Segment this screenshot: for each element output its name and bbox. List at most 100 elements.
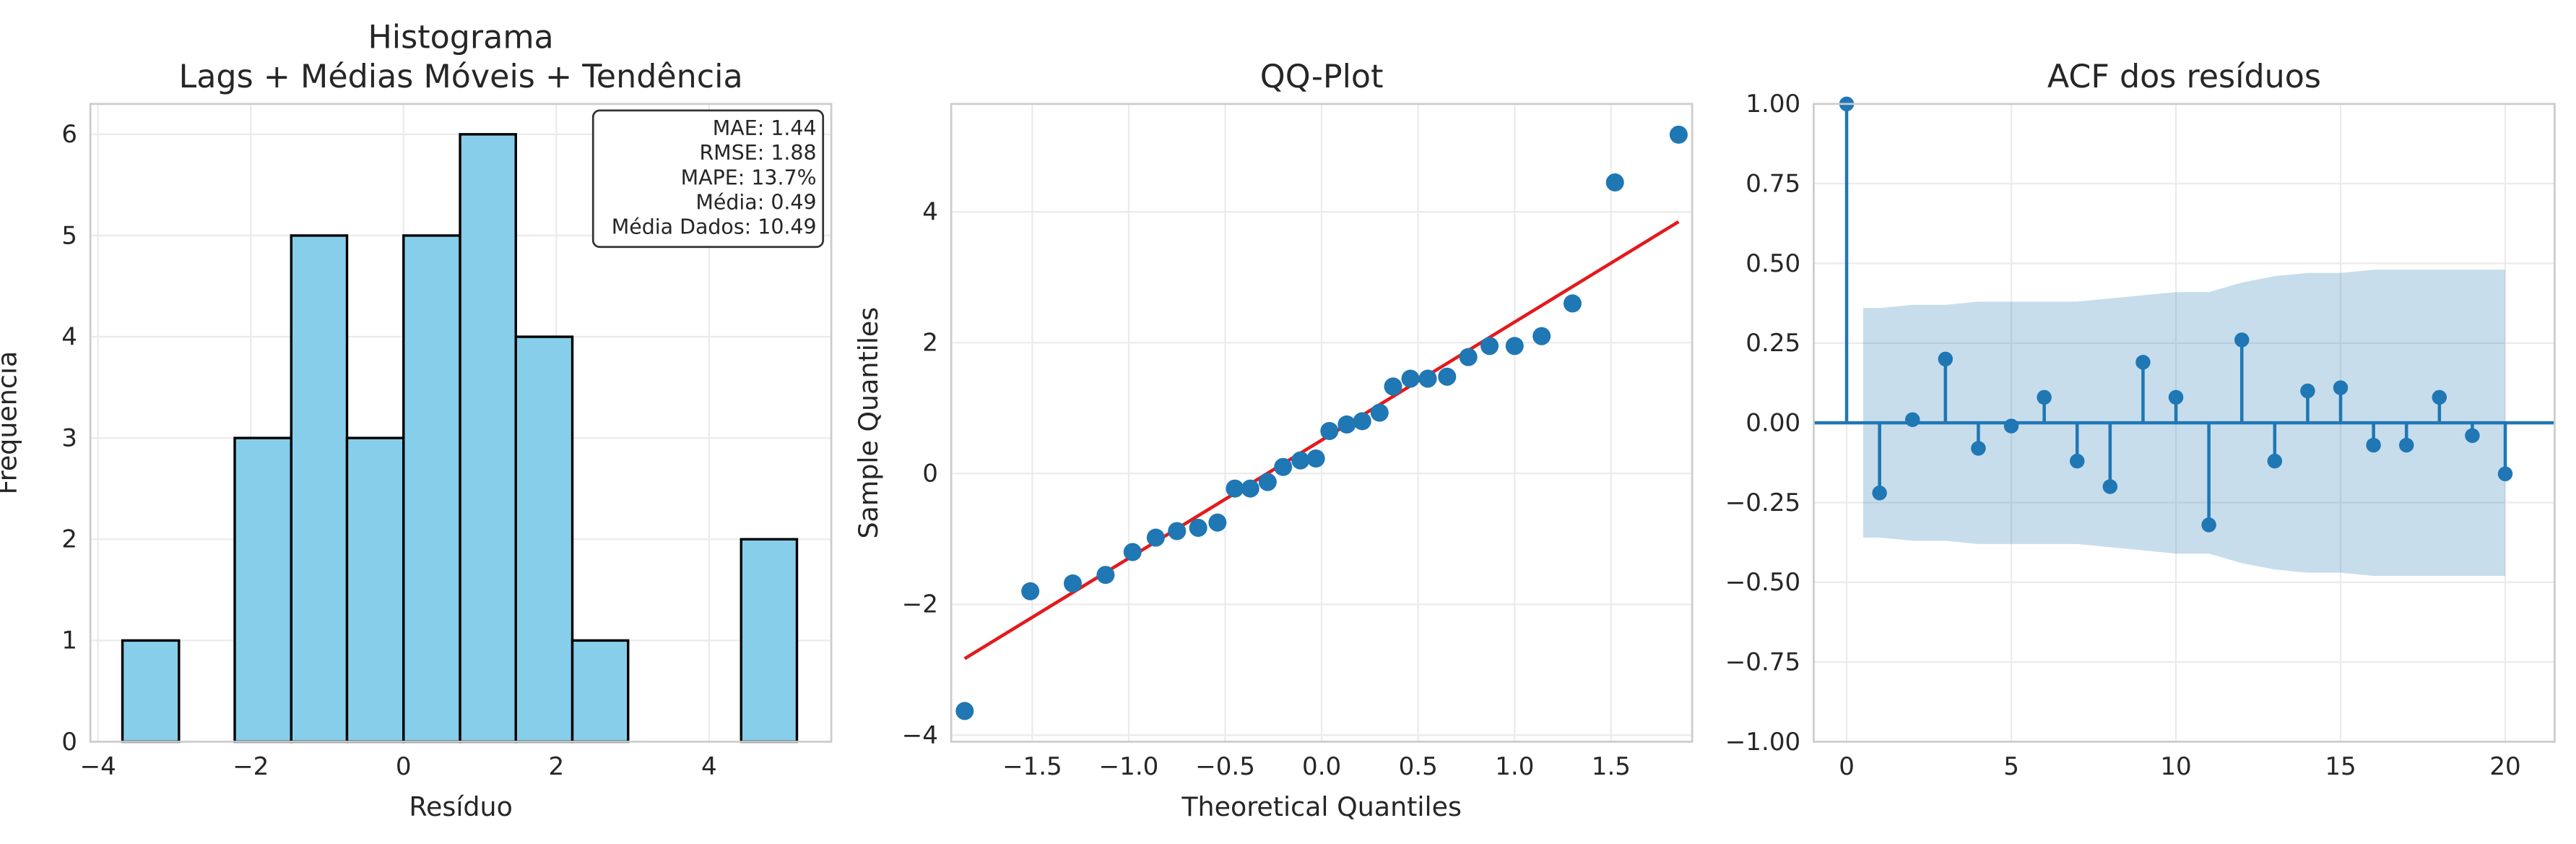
- y-tick-label: 3: [61, 424, 77, 453]
- point: [1146, 528, 1165, 547]
- stem-marker: [2070, 453, 2085, 469]
- x-tick-label: −1.0: [1099, 752, 1159, 781]
- y-tick-label: 1: [61, 626, 77, 655]
- bar: [571, 639, 630, 744]
- chart-title: Histograma: [368, 19, 553, 56]
- bar: [290, 234, 349, 744]
- point: [1168, 522, 1187, 541]
- point: [1123, 543, 1142, 561]
- x-tick-label: 4: [701, 752, 717, 781]
- point: [1605, 173, 1624, 191]
- x-tick-label: 20: [2489, 752, 2520, 781]
- fit-line: [963, 220, 1680, 660]
- x-tick-label: −2: [233, 752, 269, 781]
- point: [1189, 518, 1207, 537]
- y-tick-label: −2: [902, 590, 938, 619]
- y-tick-label: 2: [61, 525, 77, 554]
- bar: [459, 133, 517, 744]
- stem-marker: [1938, 351, 1953, 367]
- stem-marker: [2300, 383, 2315, 399]
- stem-marker: [2201, 517, 2216, 533]
- x-tick-label: 0.0: [1302, 752, 1341, 781]
- x-tick-label: −4: [80, 752, 116, 781]
- chart-title: ACF dos resíduos: [2047, 59, 2321, 95]
- point: [1320, 421, 1339, 440]
- y-tick-label: 0.25: [1745, 329, 1800, 358]
- stem-marker: [2234, 332, 2250, 348]
- y-tick-label: 4: [61, 322, 77, 351]
- stem-marker: [2037, 389, 2052, 405]
- x-tick-label: 1.5: [1592, 752, 1631, 781]
- stem-marker: [1872, 485, 1887, 501]
- stem-marker: [2168, 389, 2184, 405]
- stem-marker: [1971, 441, 1986, 456]
- point: [1401, 369, 1420, 388]
- point: [1669, 125, 1688, 144]
- y-tick-label: −0.25: [1725, 488, 1801, 517]
- y-tick-label: 5: [61, 221, 77, 250]
- y-tick-label: 4: [922, 198, 938, 227]
- point: [1208, 513, 1227, 532]
- point: [1418, 369, 1437, 388]
- bar: [345, 436, 405, 744]
- bar: [233, 436, 292, 744]
- x-tick-label: −0.5: [1195, 752, 1255, 781]
- point: [1337, 415, 1356, 434]
- bar: [740, 538, 799, 744]
- point: [955, 702, 974, 720]
- x-axis-label: Resíduo: [409, 791, 512, 822]
- axes-frame: [950, 103, 1694, 743]
- point: [1480, 337, 1499, 356]
- y-axis-label: Frequência: [0, 351, 23, 495]
- y-tick-label: 6: [61, 120, 77, 149]
- chart-title: Lags + Médias Móveis + Tendência: [179, 59, 743, 95]
- point: [1438, 367, 1457, 386]
- stem-marker: [2465, 428, 2480, 444]
- point: [1241, 479, 1259, 498]
- y-tick-label: 0.75: [1745, 170, 1800, 199]
- stem-marker: [2135, 355, 2151, 370]
- stem-marker: [2003, 418, 2019, 434]
- chart-title: QQ-Plot: [1260, 59, 1384, 95]
- point: [1258, 473, 1277, 491]
- x-tick-label: 0: [396, 752, 412, 781]
- x-tick-label: 1.0: [1495, 752, 1534, 781]
- axes-frame: [1813, 103, 2556, 743]
- bar: [121, 639, 181, 744]
- annotation-text: Média Dados: 10.49: [612, 215, 817, 239]
- y-tick-label: −4: [902, 721, 938, 750]
- point: [1505, 337, 1524, 356]
- y-tick-label: −0.50: [1725, 568, 1801, 597]
- point: [1370, 403, 1389, 422]
- y-tick-label: 0.50: [1745, 249, 1800, 278]
- annotation-text: Média: 0.49: [695, 190, 816, 214]
- point: [1353, 412, 1371, 431]
- x-tick-label: 15: [2325, 752, 2356, 781]
- axes-frame: [89, 103, 833, 743]
- stem-marker: [2333, 380, 2349, 395]
- x-tick-label: −1.5: [1002, 752, 1062, 781]
- x-tick-label: 0.5: [1399, 752, 1438, 781]
- y-tick-label: −1.00: [1725, 728, 1801, 757]
- y-tick-label: 1.00: [1745, 90, 1800, 119]
- y-axis-label: Sample Quantiles: [853, 307, 884, 539]
- x-axis-label: Theoretical Quantiles: [1181, 791, 1462, 822]
- stem-marker: [2398, 437, 2414, 453]
- annotation-text: MAPE: 13.7%: [681, 165, 817, 189]
- y-tick-label: 2: [922, 329, 938, 358]
- stem-marker: [2102, 479, 2118, 494]
- panel: 0 5 10 15 20 −1.00 −0.75 −0.50 −0.25 0.00 0.25 0.50…: [1725, 59, 2556, 781]
- annotation-box: [591, 109, 825, 249]
- bar: [402, 234, 461, 744]
- bar: [514, 335, 574, 744]
- point: [1226, 479, 1244, 498]
- y-tick-label: 0: [61, 728, 77, 757]
- stem-marker: [1905, 412, 1920, 427]
- y-tick-label: 0: [922, 460, 938, 488]
- annotation-text: MAE: 1.44: [713, 116, 817, 140]
- point: [1532, 327, 1551, 345]
- point: [1291, 451, 1310, 470]
- annotation-text: RMSE: 1.88: [699, 141, 816, 165]
- x-tick-label: 10: [2160, 752, 2191, 781]
